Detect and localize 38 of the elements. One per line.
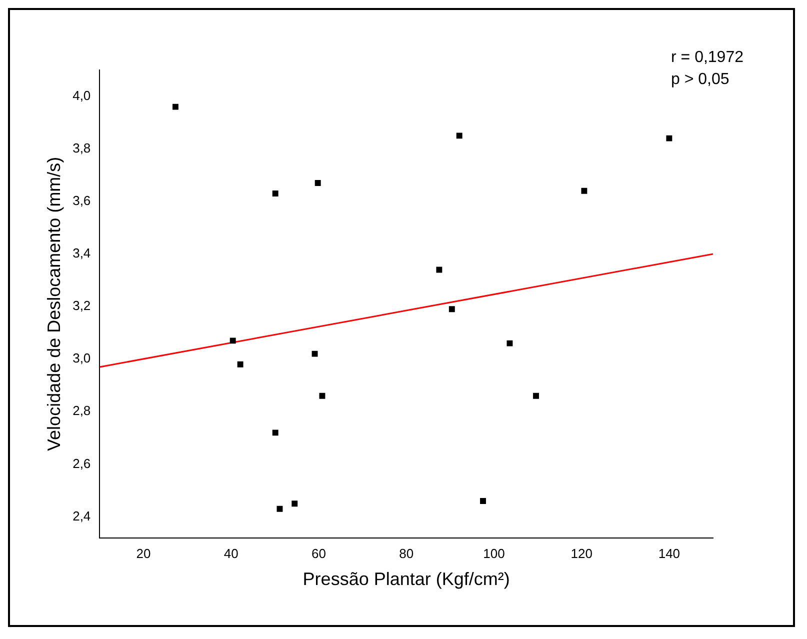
point xyxy=(448,306,455,312)
annotation: p > 0,05 xyxy=(671,71,730,88)
text: r = 0,1972 xyxy=(671,49,744,66)
point xyxy=(456,132,462,139)
point xyxy=(314,180,321,186)
x-tick-label: 20 xyxy=(136,546,151,562)
x-tick-label: 100 xyxy=(483,546,505,562)
point xyxy=(480,498,486,504)
point xyxy=(272,430,278,436)
x-tick-label: 120 xyxy=(570,546,592,562)
point xyxy=(436,266,442,273)
y-tick-label: 2,6 xyxy=(72,456,91,471)
y-tick-label: 3,0 xyxy=(72,350,91,366)
x-tick-label: 140 xyxy=(658,546,680,562)
y-axis-title: Velocidade de Deslocamento (mm/s) xyxy=(44,156,64,451)
point xyxy=(312,350,318,357)
point xyxy=(533,392,539,399)
y-tick-label: 3,6 xyxy=(72,192,91,208)
x-tick-label: 80 xyxy=(399,546,414,562)
point xyxy=(581,188,588,194)
point xyxy=(272,190,278,196)
y-tick-label: 3,4 xyxy=(72,246,91,261)
point xyxy=(666,135,672,142)
x-tick-label: 40 xyxy=(224,546,238,562)
point xyxy=(319,392,326,399)
point xyxy=(230,338,236,344)
x-tick-label: 60 xyxy=(311,546,326,562)
point xyxy=(292,500,298,507)
y-tick-label: 4,0 xyxy=(72,88,91,103)
x-axis-title: Pressão Plantar (Kgf/cm²) xyxy=(302,569,510,590)
y-tick-label: 3,8 xyxy=(72,140,91,156)
point xyxy=(172,104,178,110)
y-tick-label: 2,4 xyxy=(72,508,91,524)
point xyxy=(276,506,283,512)
y-tick-label: 3,2 xyxy=(72,298,91,314)
point xyxy=(237,361,244,368)
point xyxy=(506,340,513,346)
y-tick-label: 2,8 xyxy=(72,403,91,418)
